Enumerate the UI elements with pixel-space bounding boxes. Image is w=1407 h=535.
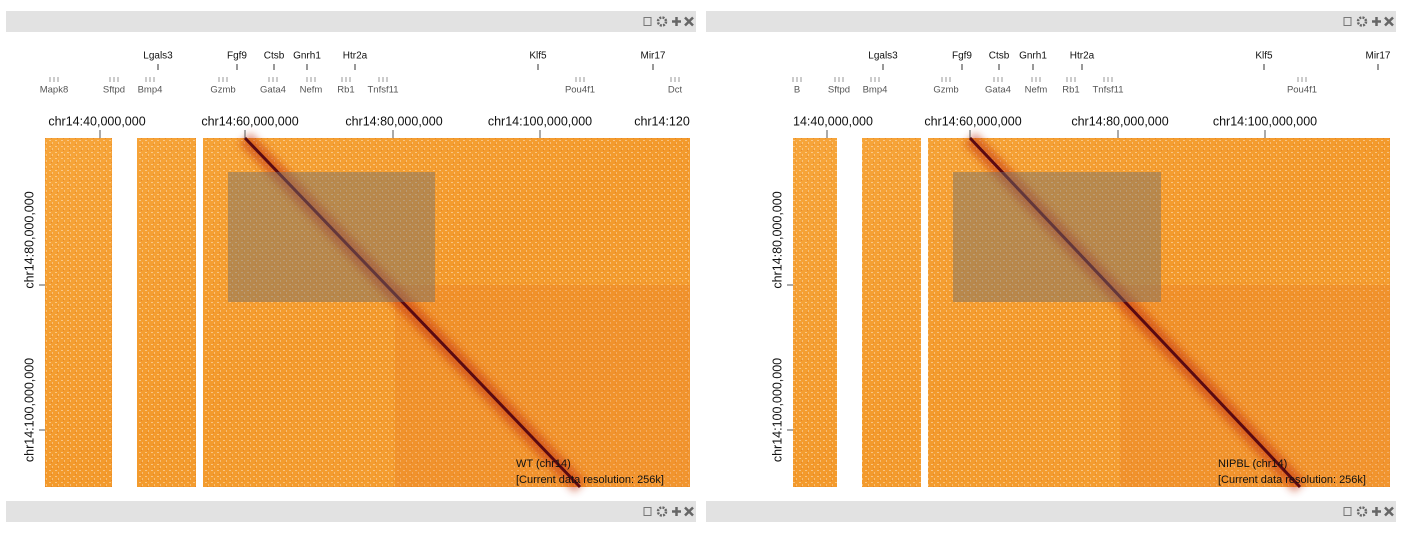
gene-label: Tnfsf11 xyxy=(368,85,399,96)
gene-label: Klf5 xyxy=(529,51,547,62)
x-axis-label: chr14:80,000,000 xyxy=(1071,114,1168,128)
gene-label: Sftpd xyxy=(103,85,125,96)
gene-label: Rb1 xyxy=(1062,85,1079,96)
settings-icon[interactable] xyxy=(656,506,668,517)
copy-icon[interactable] xyxy=(643,17,652,26)
selection-overlay xyxy=(228,172,435,302)
close-icon[interactable] xyxy=(684,16,694,27)
x-axis-label: chr14:80,000,000 xyxy=(345,114,442,128)
add-icon[interactable] xyxy=(672,507,681,516)
gene-label: Nefm xyxy=(1025,85,1048,96)
x-axis-label: chr14:100,000,000 xyxy=(1213,114,1317,128)
x-axis-label: chr14:120 xyxy=(634,114,690,128)
gene-label: Pou4f1 xyxy=(1287,85,1317,96)
close-icon[interactable] xyxy=(1384,16,1394,27)
add-icon[interactable] xyxy=(672,17,681,26)
heatmap-gap xyxy=(112,138,137,487)
add-icon[interactable] xyxy=(1372,507,1381,516)
gene-label: Gnrh1 xyxy=(1019,51,1047,62)
gene-label: Gnrh1 xyxy=(293,51,321,62)
y-axis-label: chr14:100,000,000 xyxy=(22,358,36,462)
close-icon[interactable] xyxy=(684,506,694,517)
toolbar xyxy=(6,11,696,32)
gene-label: Gata4 xyxy=(260,85,286,96)
settings-icon[interactable] xyxy=(1356,16,1368,27)
gene-label: Bmp4 xyxy=(138,85,163,96)
gene-label: Mir17 xyxy=(1365,51,1390,62)
resolution-label: [Current data resolution: 256k] xyxy=(516,474,664,486)
add-icon[interactable] xyxy=(1372,17,1381,26)
dataset-label: WT (chr14) xyxy=(516,458,571,470)
gene-label: Mir17 xyxy=(640,51,665,62)
gene-label: Gzmb xyxy=(933,85,958,96)
gene-label: Gzmb xyxy=(210,85,235,96)
gene-label: Dct xyxy=(668,85,683,96)
toolbar xyxy=(6,501,696,522)
settings-icon[interactable] xyxy=(1356,506,1368,517)
y-axis-label: chr14:80,000,000 xyxy=(22,191,36,288)
dataset-label: NIPBL (chr14) xyxy=(1218,458,1287,470)
gene-label: Bmp4 xyxy=(863,85,888,96)
gene-label: B xyxy=(794,85,800,96)
gene-label: Sftpd xyxy=(828,85,850,96)
diagonal xyxy=(243,136,582,489)
selection-overlay xyxy=(953,172,1161,302)
gene-label: Fgf9 xyxy=(952,51,972,62)
gene-label: Rb1 xyxy=(337,85,354,96)
toolbar xyxy=(706,11,1396,32)
diagonal xyxy=(968,136,1302,489)
resolution-label: [Current data resolution: 256k] xyxy=(1218,474,1366,486)
gene-label: Ctsb xyxy=(264,51,285,62)
heatmap-gap xyxy=(196,138,203,487)
x-axis-label: chr14:40,000,000 xyxy=(48,114,145,128)
toolbar xyxy=(706,501,1396,522)
heatmap-texture xyxy=(45,138,690,487)
copy-icon[interactable] xyxy=(1343,507,1352,516)
gene-label: Nefm xyxy=(300,85,323,96)
heatmap-domain xyxy=(1120,285,1390,487)
x-axis-label: chr14:100,000,000 xyxy=(488,114,592,128)
gene-label: Klf5 xyxy=(1255,51,1273,62)
gene-label: Htr2a xyxy=(343,51,368,62)
gene-label: Fgf9 xyxy=(227,51,247,62)
heatmap-gap xyxy=(921,138,928,487)
copy-icon[interactable] xyxy=(1343,17,1352,26)
gene-label: Mapk8 xyxy=(40,85,69,96)
copy-icon[interactable] xyxy=(643,507,652,516)
gene-label: Lgals3 xyxy=(868,51,898,62)
gene-label: Ctsb xyxy=(989,51,1010,62)
gene-label: Tnfsf11 xyxy=(1093,85,1124,96)
settings-icon[interactable] xyxy=(656,16,668,27)
heatmap-gap xyxy=(837,138,862,487)
gene-label: Gata4 xyxy=(985,85,1011,96)
x-axis-label: chr14:60,000,000 xyxy=(924,114,1021,128)
gene-label: Lgals3 xyxy=(143,51,173,62)
close-icon[interactable] xyxy=(1384,506,1394,517)
x-axis-label: 14:40,000,000 xyxy=(793,114,873,128)
x-axis-label: chr14:60,000,000 xyxy=(201,114,298,128)
y-axis-label: chr14:100,000,000 xyxy=(770,358,784,462)
heatmap-texture xyxy=(793,138,1390,487)
gene-label: Pou4f1 xyxy=(565,85,595,96)
y-axis-label: chr14:80,000,000 xyxy=(770,191,784,288)
gene-label: Htr2a xyxy=(1070,51,1095,62)
